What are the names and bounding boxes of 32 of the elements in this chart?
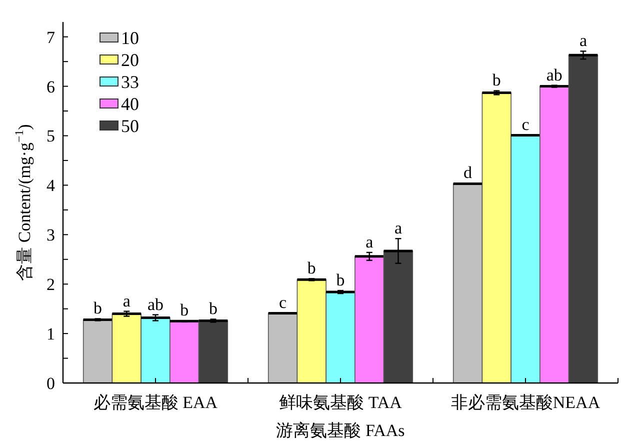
data-label: ab <box>546 65 562 84</box>
y-tick-label: 5 <box>46 126 55 146</box>
y-tick-label: 0 <box>46 374 55 393</box>
legend-label: 50 <box>121 116 139 136</box>
x-axis-title: 游离氨基酸 FAAs <box>276 421 405 440</box>
data-label: b <box>208 299 218 318</box>
data-label: b <box>492 70 501 90</box>
legend-label: 33 <box>121 72 139 92</box>
legend-label: 40 <box>121 94 139 114</box>
y-tick-label: 7 <box>46 28 56 47</box>
legend-label: 10 <box>121 28 139 48</box>
data-label: b <box>180 300 189 320</box>
data-label: c <box>279 292 288 312</box>
y-tick-label: 2 <box>46 275 55 294</box>
x-tick-label: 必需氨基酸 EAA <box>93 393 218 412</box>
data-label: a <box>122 291 131 310</box>
legend-label: 20 <box>121 50 139 70</box>
data-label: ab <box>147 294 164 314</box>
data-label: d <box>464 163 473 182</box>
data-label: a <box>579 31 588 50</box>
data-label: c <box>522 114 530 134</box>
data-label: a <box>394 218 402 238</box>
x-tick-label: 非必需氨基酸NEAA <box>450 393 601 412</box>
data-label: b <box>307 258 316 278</box>
data-label: b <box>94 298 102 318</box>
x-tick-label: 鲜味氨基酸 TAA <box>279 393 403 412</box>
data-label: a <box>366 232 374 252</box>
data-label: b <box>336 270 345 290</box>
y-tick-label: 6 <box>46 77 55 96</box>
y-tick-label: 4 <box>46 176 56 196</box>
y-tick-label: 1 <box>46 324 55 344</box>
y-tick-label: 3 <box>46 226 55 245</box>
